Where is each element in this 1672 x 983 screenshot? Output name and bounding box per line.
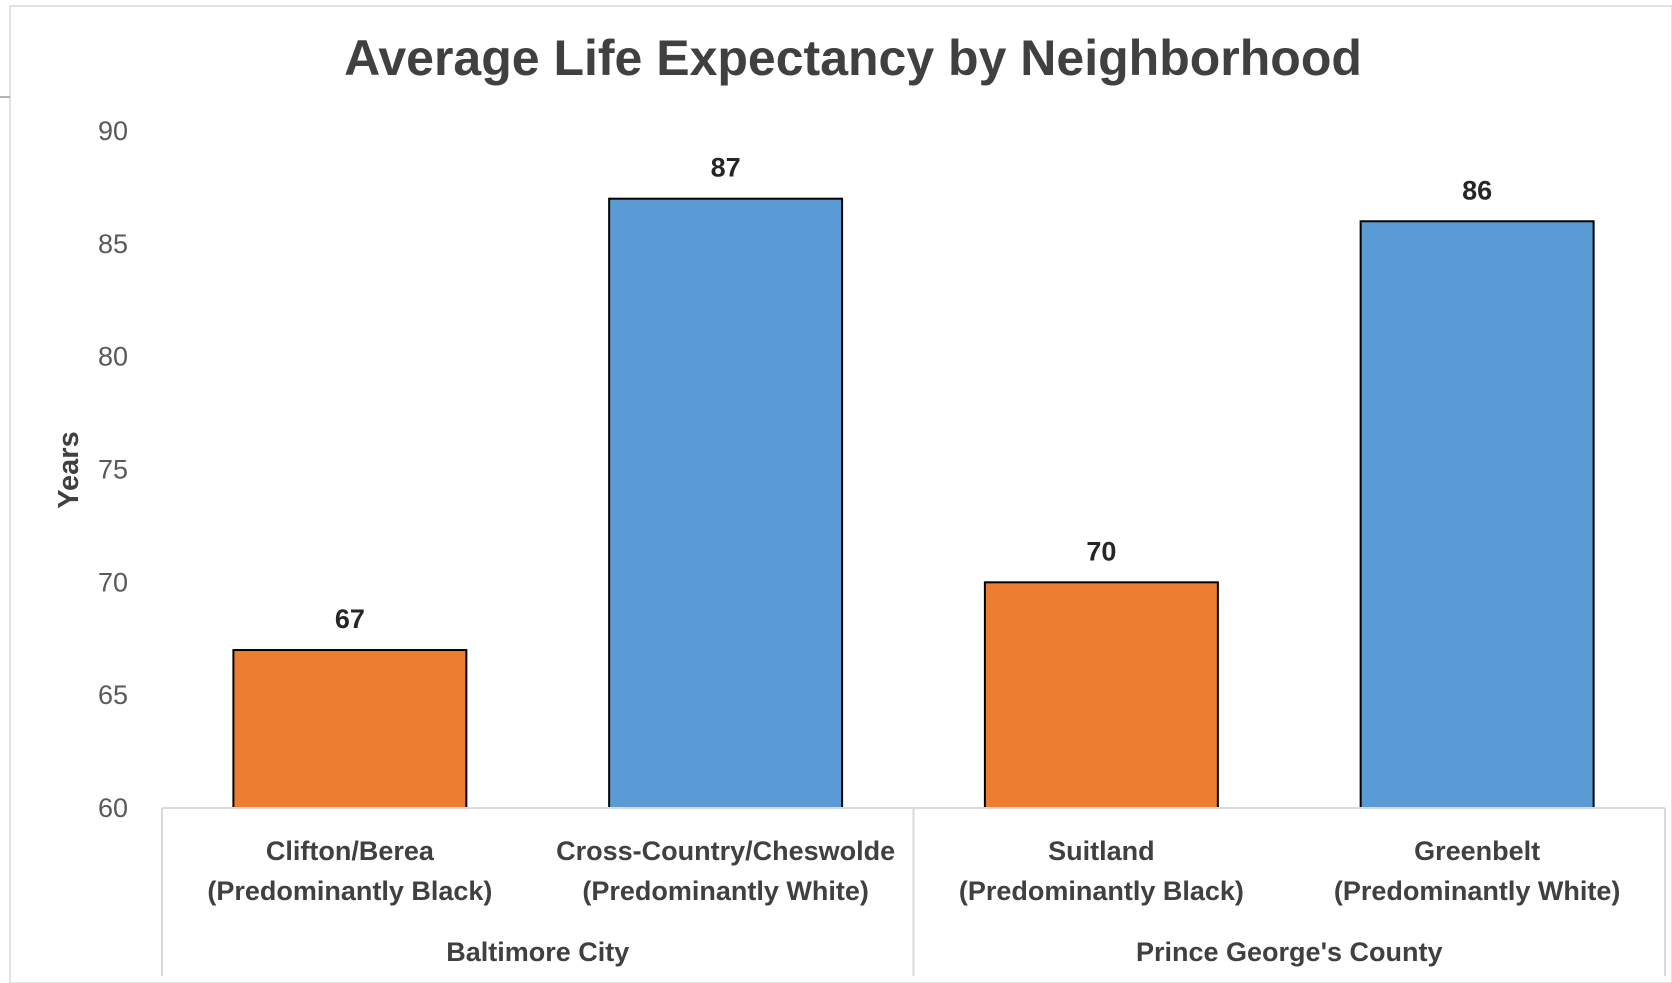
x-axis: Clifton/Berea (Predominantly Black) Cross-… xyxy=(161,807,1666,976)
x-category-name: Clifton/Berea xyxy=(266,836,435,866)
data-label-1: 67 xyxy=(335,604,365,634)
x-category-subtitle: (Predominantly Black) xyxy=(207,876,492,906)
bar-4 xyxy=(1359,220,1595,809)
data-labels-group: 67 87 70 86 xyxy=(335,153,1492,634)
bar-1 xyxy=(232,649,468,809)
data-label-4: 86 xyxy=(1462,175,1492,205)
x-category-name: Greenbelt xyxy=(1414,836,1540,866)
bars-group xyxy=(232,197,1595,809)
x-category-subtitle: (Predominantly White) xyxy=(582,876,869,906)
x-category-name: Suitland xyxy=(1048,836,1155,866)
y-tick-label: 75 xyxy=(98,455,128,485)
y-tick-label: 60 xyxy=(98,793,128,823)
data-label-2: 87 xyxy=(711,153,741,183)
bar-3 xyxy=(983,581,1219,809)
x-group-label: Baltimore City xyxy=(446,937,629,967)
y-axis-label: Years xyxy=(53,431,85,508)
y-tick-label: 80 xyxy=(98,342,128,372)
x-group-label: Prince George's County xyxy=(1136,937,1443,967)
y-tick-label: 65 xyxy=(98,680,128,710)
y-tick-label: 90 xyxy=(98,116,128,146)
x-category-subtitle: (Predominantly White) xyxy=(1334,876,1621,906)
bar-2 xyxy=(608,197,844,809)
y-axis-ticks: 60 65 70 75 80 85 90 xyxy=(98,116,128,823)
x-category-name: Cross-Country/Cheswolde xyxy=(556,836,895,866)
data-label-3: 70 xyxy=(1086,536,1116,566)
y-tick-label: 85 xyxy=(98,229,128,259)
chart-title: Average Life Expectancy by Neighborhood xyxy=(344,30,1362,86)
x-category-subtitle: (Predominantly Black) xyxy=(959,876,1244,906)
y-tick-label: 70 xyxy=(98,567,128,597)
